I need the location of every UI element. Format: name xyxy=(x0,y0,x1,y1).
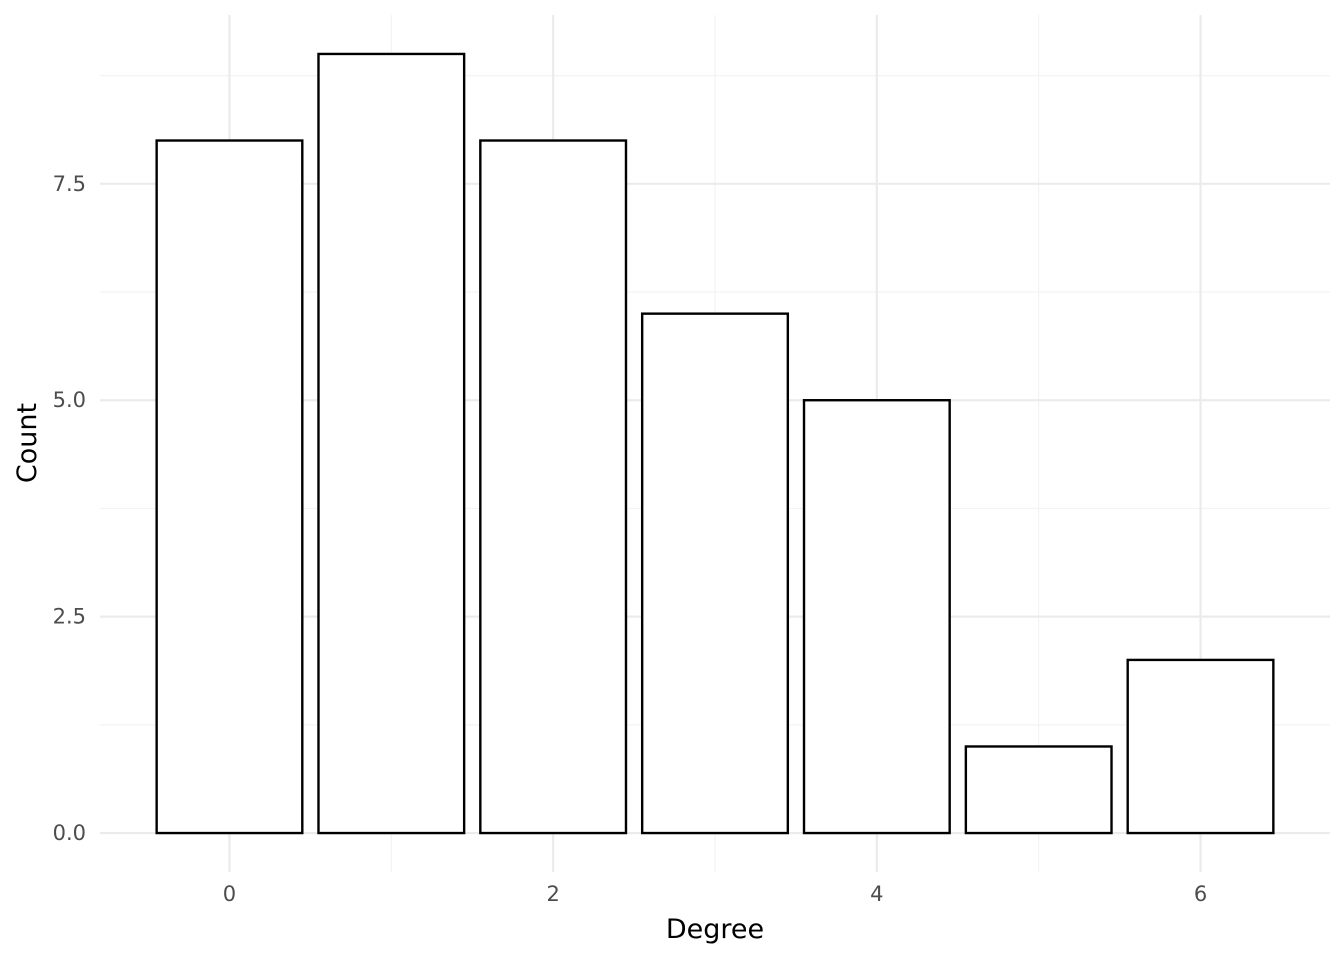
y-tick-label: 7.5 xyxy=(53,172,86,196)
x-tick-label: 2 xyxy=(546,882,559,906)
bar-degree-0 xyxy=(155,139,304,835)
x-tick-label: 0 xyxy=(223,882,236,906)
bar-degree-6 xyxy=(1126,658,1275,835)
tick-labels: 0.0 2.5 5.0 7.5 0 2 4 6 xyxy=(53,172,1208,906)
y-tick-label: 2.5 xyxy=(53,605,86,629)
x-tick-label: 6 xyxy=(1194,882,1207,906)
y-axis-title: Count xyxy=(12,403,43,483)
y-tick-label: 5.0 xyxy=(53,388,86,412)
bar-degree-1 xyxy=(317,52,466,835)
bar-degree-4 xyxy=(802,399,951,835)
x-axis-title: Degree xyxy=(666,914,764,945)
bar-degree-3 xyxy=(640,312,790,835)
x-tick-label: 4 xyxy=(870,882,883,906)
bar-degree-5 xyxy=(964,745,1113,835)
bars xyxy=(155,52,1275,835)
bar-degree-2 xyxy=(479,139,628,835)
y-tick-label: 0.0 xyxy=(53,821,86,845)
